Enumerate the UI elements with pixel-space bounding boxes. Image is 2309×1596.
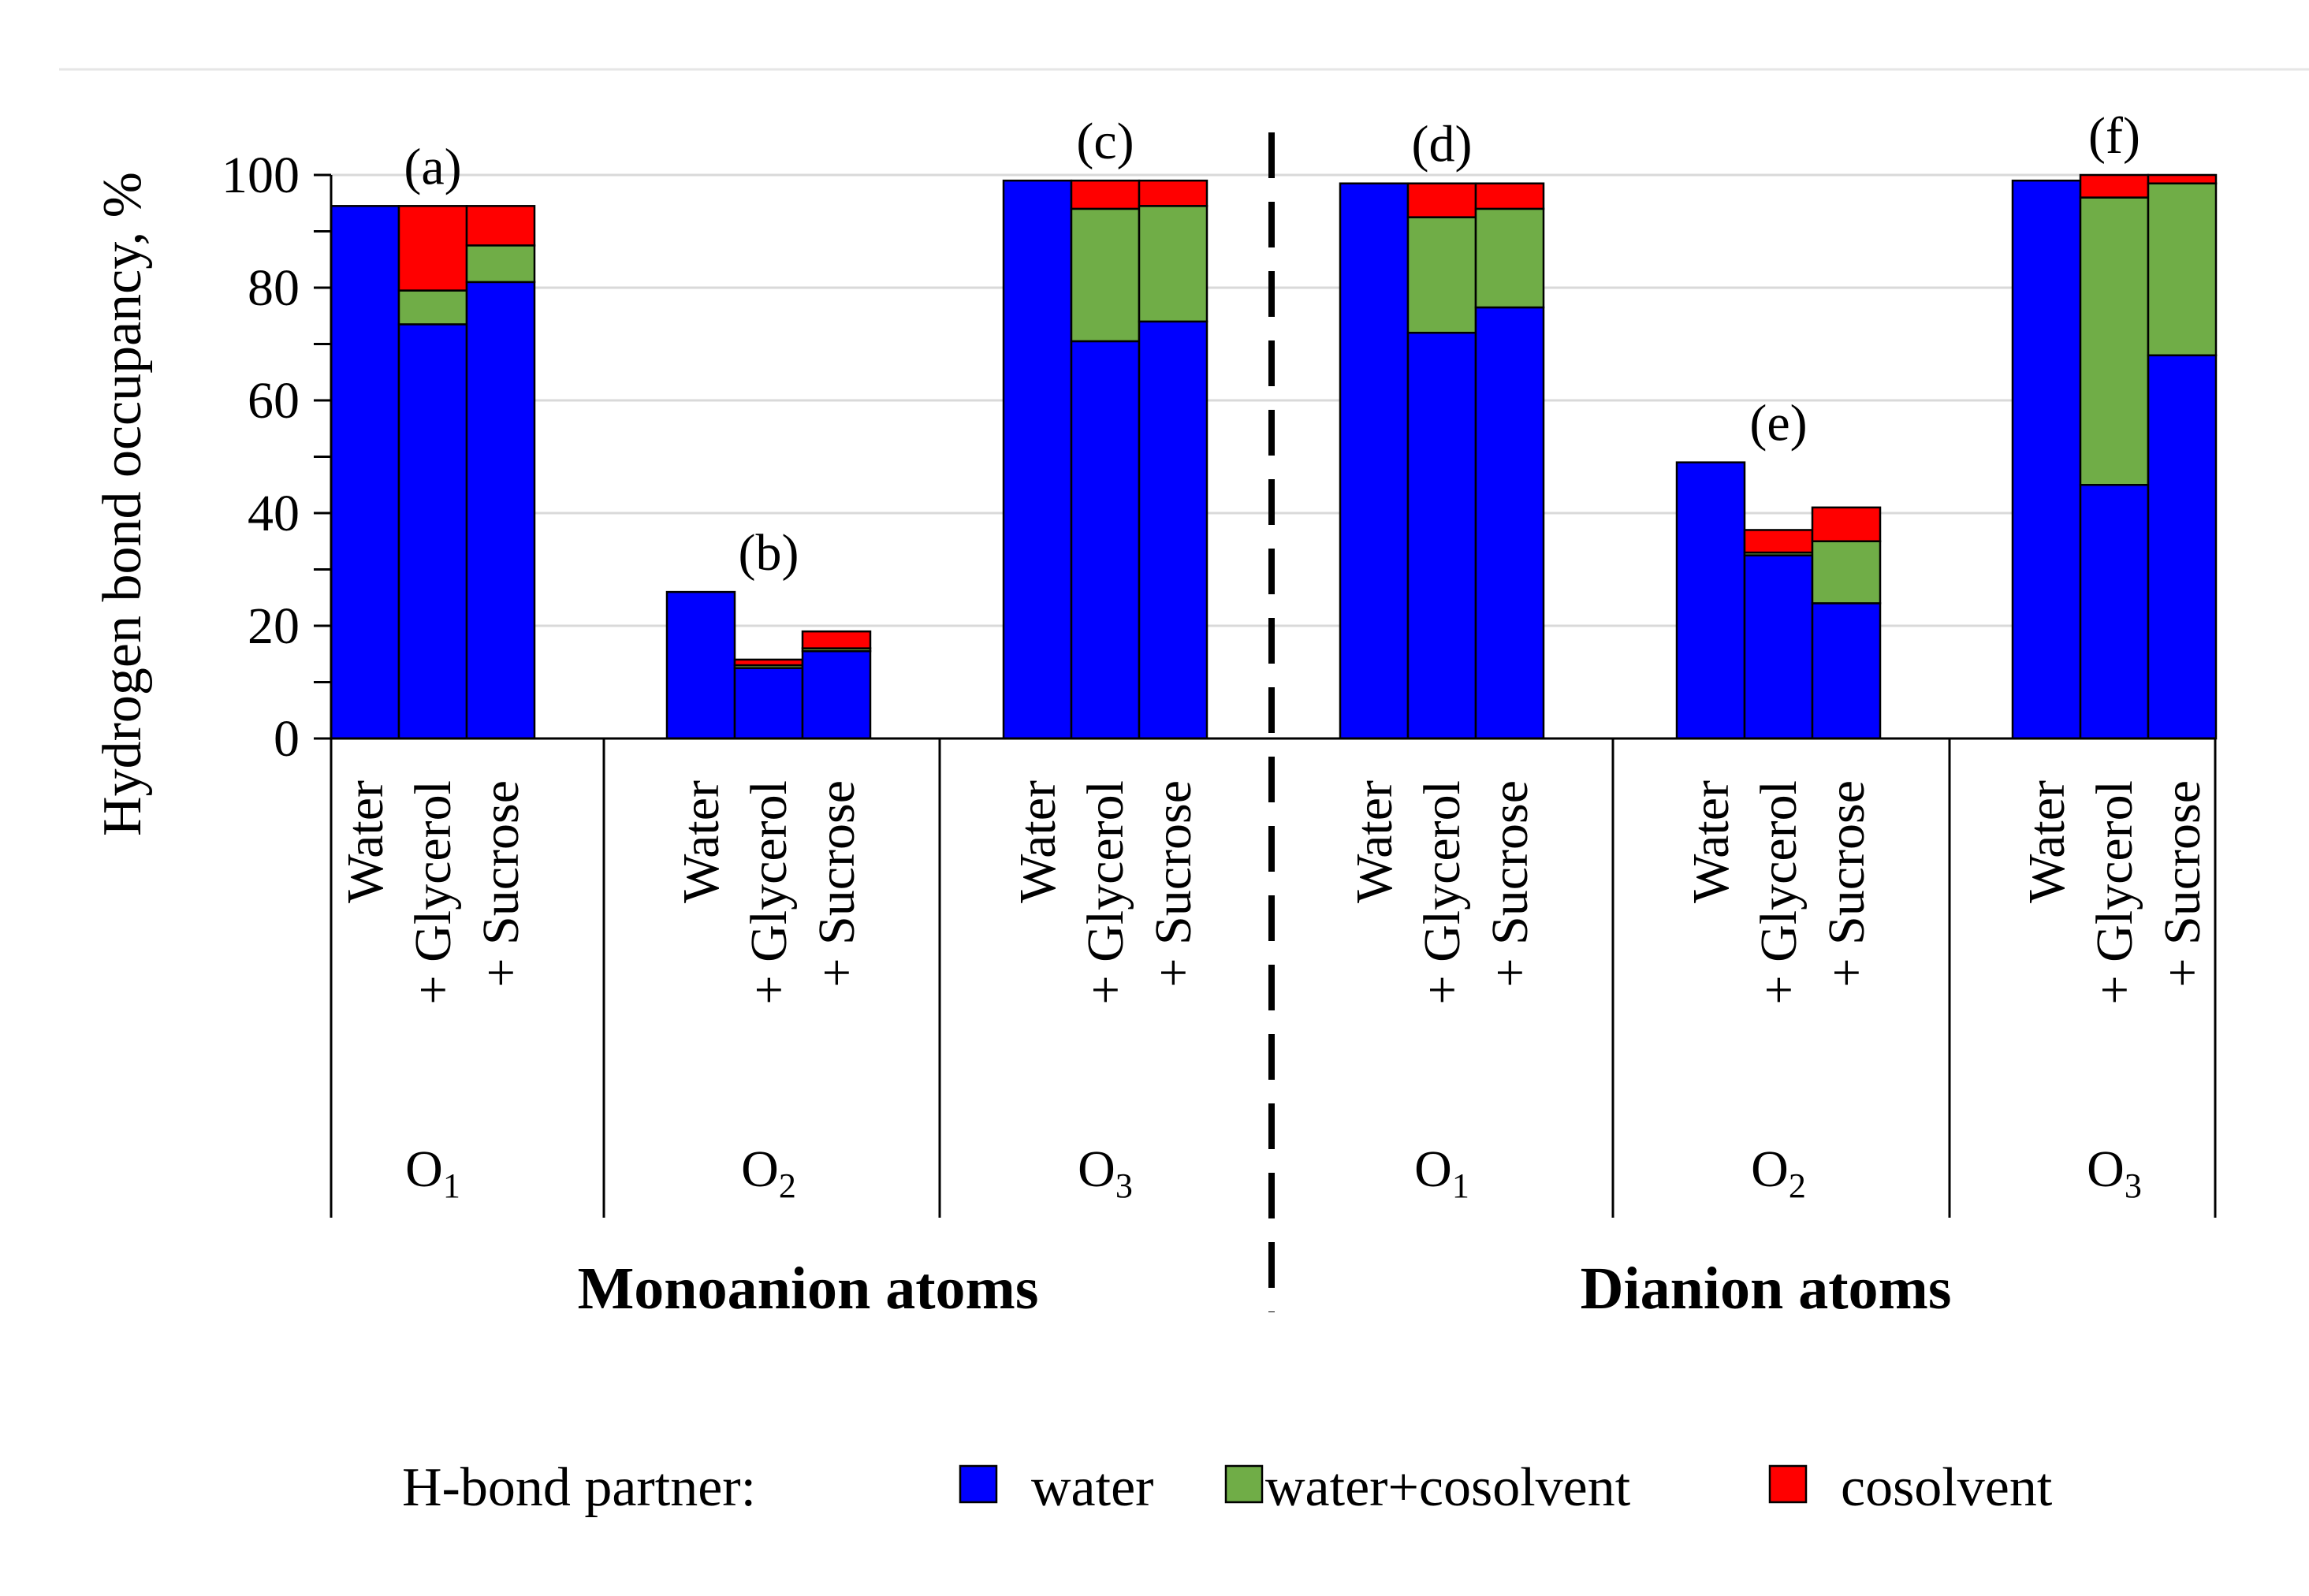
group-label: Monoanion atoms — [578, 1256, 1039, 1322]
bar-water — [665, 590, 736, 740]
bar-water — [733, 667, 804, 740]
bar-water-cosolvent — [397, 289, 468, 326]
category-label: + Sucrose — [808, 780, 866, 988]
category-label: + Glycerol — [1750, 780, 1808, 1005]
atom-label: O3 — [1078, 1140, 1133, 1205]
y-tick-label: 100 — [222, 147, 300, 204]
bar-water-cosolvent — [1406, 216, 1477, 334]
legend-entry: water+cosolvent — [1265, 1457, 1631, 1518]
bar-cosolvent — [1743, 529, 1814, 554]
legend-swatch — [1224, 1464, 1264, 1504]
category-label: Water — [2018, 780, 2076, 903]
bar-water — [1339, 182, 1410, 740]
legend: H-bond partner: water water+cosolvent cosol… — [402, 1457, 2053, 1518]
bar-water — [1474, 306, 1545, 740]
axes: 0 20 40 60 80 100 Hydrogen bond occupancy, % — [92, 132, 2217, 1312]
bar-water-cosolvent — [1811, 540, 1882, 605]
y-tick-label: 40 — [248, 485, 300, 542]
legend-entry: cosolvent — [1841, 1457, 2053, 1518]
group-label: Dianion atoms — [1581, 1256, 1952, 1322]
atom-label: O1 — [1414, 1140, 1469, 1205]
y-tick-label: 0 — [274, 710, 300, 768]
bar-water — [465, 281, 536, 740]
bars — [330, 173, 2218, 740]
legend-swatch — [959, 1464, 998, 1504]
bar-water-cosolvent — [1070, 207, 1141, 343]
category-label: Water — [1682, 780, 1740, 903]
bar-water — [1002, 179, 1073, 740]
bar-cosolvent — [465, 205, 536, 247]
category-label: + Sucrose — [1145, 780, 1202, 988]
category-label: Water — [672, 780, 730, 903]
bar-water — [1138, 320, 1209, 740]
category-label: Water — [1009, 780, 1067, 903]
bar-water-cosolvent — [1138, 205, 1209, 323]
bar-water — [1675, 461, 1746, 740]
atom-label: O2 — [741, 1140, 796, 1205]
bar-water-cosolvent — [2147, 182, 2218, 357]
y-tick-label: 20 — [248, 597, 300, 655]
bar-water — [2011, 179, 2082, 740]
category-label: + Sucrose — [1481, 780, 1539, 988]
bar-water-cosolvent — [1474, 207, 1545, 309]
category-label: + Sucrose — [1818, 780, 1875, 988]
category-label: Water — [337, 780, 394, 903]
category-label: + Glycerol — [2086, 780, 2143, 1005]
bar-water-cosolvent — [465, 244, 536, 284]
panel-label: (a) — [404, 138, 461, 195]
bar-cosolvent — [397, 205, 468, 292]
bar-water — [1406, 331, 1477, 740]
panel-label: (d) — [1412, 116, 1473, 173]
category-label: + Sucrose — [472, 780, 530, 988]
atom-label: O3 — [2087, 1140, 2142, 1205]
bar-cosolvent — [1406, 182, 1477, 218]
bar-cosolvent — [801, 630, 872, 649]
panel-label: (f) — [2088, 107, 2140, 165]
bar-water — [397, 323, 468, 740]
atom-label: O1 — [405, 1140, 460, 1205]
category-label: + Sucrose — [2154, 780, 2211, 988]
bar-water — [330, 205, 400, 740]
legend-swatch — [1768, 1464, 1808, 1504]
bar-water-cosolvent — [2079, 196, 2150, 486]
panel-label: (e) — [1749, 395, 1807, 452]
y-tick-label: 60 — [248, 372, 300, 430]
bar-cosolvent — [733, 658, 804, 667]
bar-cosolvent — [1070, 179, 1141, 210]
y-axis-title: Hydrogen bond occupancy, % — [92, 172, 153, 836]
atom-label: O2 — [1751, 1140, 1806, 1205]
panel-label: (b) — [739, 524, 799, 582]
panel-label: (c) — [1076, 113, 1134, 170]
bar-water — [1743, 554, 1814, 740]
category-label: + Glycerol — [1413, 780, 1471, 1005]
y-tick-label: 80 — [248, 259, 300, 317]
category-label: + Glycerol — [740, 780, 798, 1005]
bar-water — [2079, 484, 2150, 740]
bar-water — [801, 649, 872, 740]
bar-cosolvent — [1811, 506, 1882, 542]
category-label: + Glycerol — [404, 780, 462, 1005]
bar-water — [2147, 354, 2218, 740]
bar-cosolvent — [1474, 182, 1545, 210]
legend-title: H-bond partner: — [402, 1457, 756, 1518]
category-label: Water — [1346, 780, 1403, 903]
bar-water — [1070, 340, 1141, 740]
bar-water — [1811, 602, 1882, 740]
category-label: + Glycerol — [1077, 780, 1134, 1005]
bar-cosolvent — [2079, 173, 2150, 199]
bar-cosolvent — [2147, 173, 2218, 184]
legend-entry: water — [1031, 1457, 1153, 1518]
bar-cosolvent — [1138, 179, 1209, 207]
